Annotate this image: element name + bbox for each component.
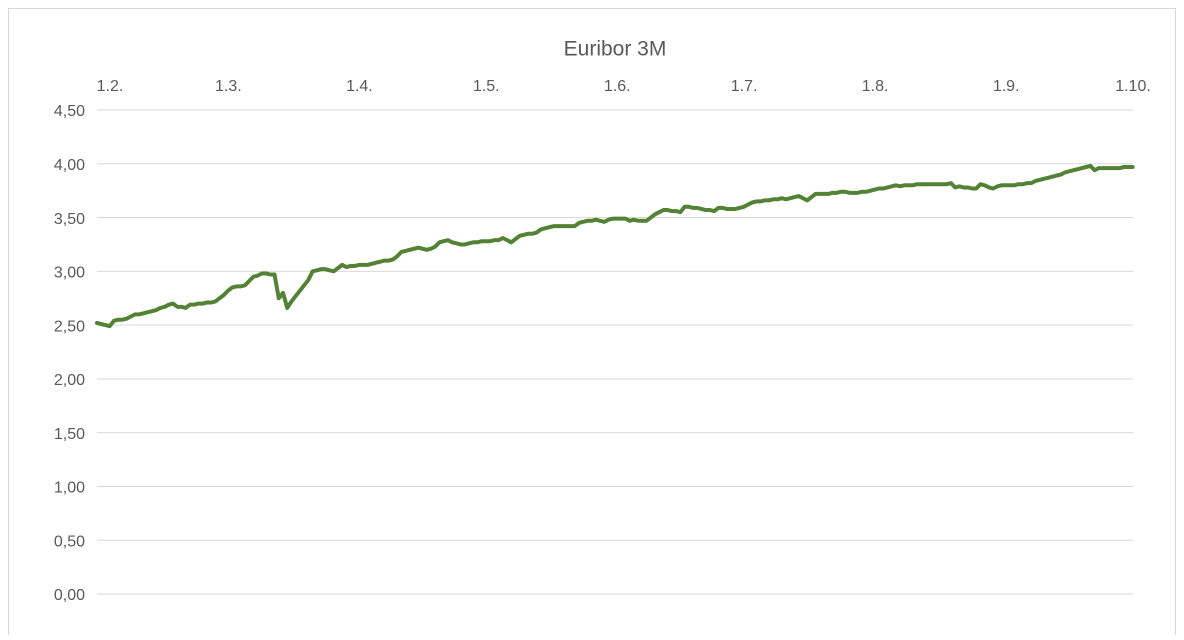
x-tick-label: 1.5. bbox=[473, 78, 500, 95]
x-tick-label: 1.9. bbox=[993, 78, 1020, 95]
y-tick-label: 1,00 bbox=[54, 480, 85, 497]
y-tick-label: 0,00 bbox=[54, 587, 85, 604]
chart-frame bbox=[8, 8, 1176, 640]
x-tick-label: 1.2. bbox=[97, 78, 124, 95]
y-tick-label: 3,00 bbox=[54, 265, 85, 282]
x-tick-label: 1.3. bbox=[215, 78, 242, 95]
x-tick-label: 1.10. bbox=[1115, 78, 1151, 95]
x-tick-label: 1.4. bbox=[346, 78, 373, 95]
y-tick-label: 3,50 bbox=[54, 211, 85, 228]
x-tick-label: 1.8. bbox=[862, 78, 889, 95]
x-tick-label: 1.6. bbox=[604, 78, 631, 95]
y-tick-label: 0,50 bbox=[54, 533, 85, 550]
x-tick-label: 1.7. bbox=[731, 78, 758, 95]
y-tick-label: 2,50 bbox=[54, 318, 85, 335]
data-line bbox=[95, 163, 1135, 329]
y-tick-label: 4,50 bbox=[54, 103, 85, 120]
y-tick-label: 2,00 bbox=[54, 372, 85, 389]
y-tick-label: 4,00 bbox=[54, 157, 85, 174]
chart-title: Euribor 3M bbox=[564, 38, 667, 61]
y-tick-label: 1,50 bbox=[54, 426, 85, 443]
